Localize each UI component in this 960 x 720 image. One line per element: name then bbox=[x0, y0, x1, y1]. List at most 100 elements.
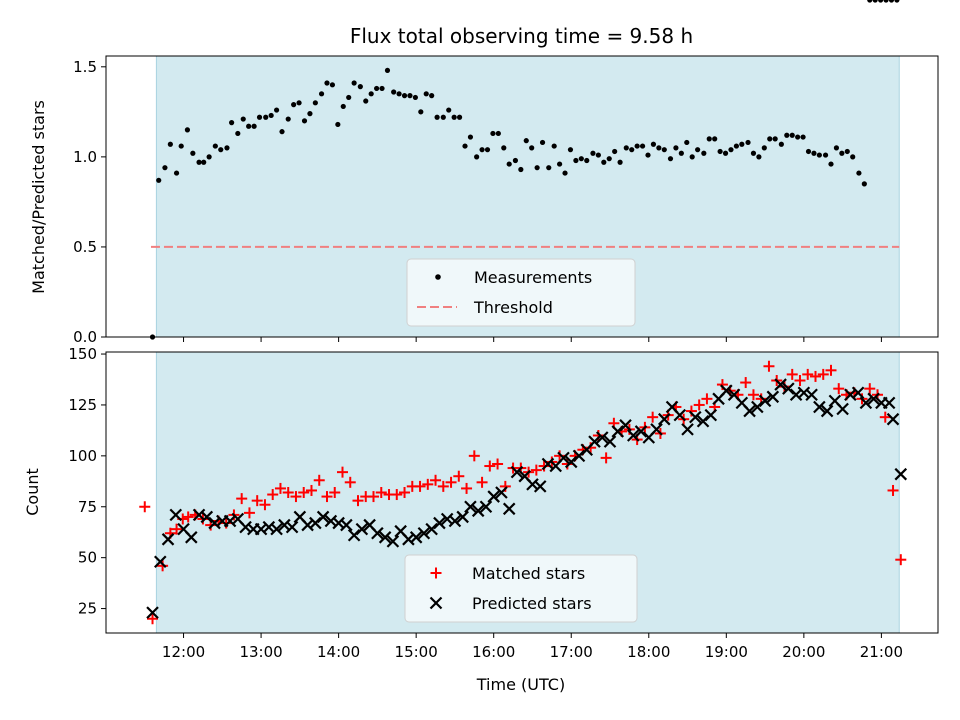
predicted-point bbox=[603, 435, 617, 448]
measurement-point bbox=[739, 141, 745, 147]
measurement-point bbox=[467, 134, 474, 140]
predicted-point bbox=[820, 404, 834, 418]
measurement-point bbox=[429, 93, 435, 99]
predicted-point bbox=[471, 504, 485, 518]
measurement-point bbox=[212, 143, 218, 149]
predicted-point bbox=[355, 522, 369, 536]
predicted-point bbox=[626, 429, 640, 442]
predicted-point bbox=[704, 408, 718, 422]
count-x-tick-label: 16:00 bbox=[472, 643, 515, 661]
predicted-point bbox=[192, 508, 206, 522]
measurement-point bbox=[689, 154, 695, 160]
ratio-legend: Measurements Threshold bbox=[406, 258, 636, 327]
measurement-point bbox=[268, 112, 274, 119]
measurement-point bbox=[861, 181, 867, 187]
matched-point bbox=[259, 499, 271, 511]
measurement-point bbox=[673, 145, 679, 151]
matched-point bbox=[786, 368, 798, 380]
count-panel: 25 50 75 100 125 150 12:00 13:00 14:00 15:00 16:0… bbox=[23, 345, 939, 694]
measurement-point bbox=[761, 145, 767, 151]
measurement-point bbox=[645, 152, 651, 158]
predicted-point bbox=[340, 518, 353, 532]
count-legend: Matched stars Predicted stars bbox=[404, 554, 638, 623]
measurement-point bbox=[256, 114, 263, 120]
measurement-point bbox=[440, 114, 446, 120]
count-axes-frame bbox=[105, 351, 939, 634]
measurement-point bbox=[678, 150, 684, 156]
matched-point bbox=[740, 377, 752, 389]
legend-x-glyph bbox=[429, 596, 443, 610]
measurement-point bbox=[391, 89, 397, 95]
measurement-point bbox=[446, 107, 452, 113]
predicted-point bbox=[316, 510, 330, 524]
measurement-point bbox=[539, 139, 546, 146]
predicted-point bbox=[526, 478, 539, 491]
measurement-point bbox=[695, 147, 701, 153]
matched-point bbox=[267, 489, 279, 501]
measurement-point bbox=[167, 141, 173, 147]
matched-point bbox=[313, 474, 325, 486]
predicted-point bbox=[533, 480, 547, 493]
predicted-point bbox=[262, 520, 276, 534]
measurement-point bbox=[562, 170, 568, 176]
measurement-point bbox=[750, 150, 757, 156]
matched-point bbox=[399, 487, 411, 498]
predicted-point bbox=[720, 384, 733, 397]
measurement-point bbox=[856, 170, 862, 176]
predicted-point bbox=[681, 423, 694, 436]
measurement-points bbox=[149, 0, 900, 340]
matched-point bbox=[298, 487, 310, 498]
matched-point bbox=[329, 487, 341, 498]
matched-point bbox=[437, 480, 449, 492]
measurement-point bbox=[451, 114, 457, 120]
matched-point bbox=[236, 493, 248, 505]
predicted-point bbox=[169, 508, 183, 522]
matched-point bbox=[368, 491, 380, 503]
predicted-point bbox=[650, 423, 663, 436]
measurement-point bbox=[162, 165, 168, 171]
measurement-point bbox=[456, 114, 463, 120]
predicted-point bbox=[564, 455, 578, 469]
measurement-point bbox=[772, 136, 778, 142]
matched-point bbox=[391, 489, 403, 501]
measurement-point bbox=[407, 93, 413, 99]
ratio-y-tick-label: 0.0 bbox=[73, 328, 97, 346]
predicted-point bbox=[751, 400, 764, 414]
predicted-point bbox=[402, 533, 415, 546]
measurement-point bbox=[368, 91, 374, 97]
matched-point bbox=[879, 411, 891, 423]
legend-measurements-label: Measurements bbox=[474, 268, 592, 287]
predicted-point bbox=[278, 518, 291, 532]
measurement-point bbox=[795, 134, 801, 140]
predicted-point bbox=[332, 516, 345, 530]
measurement-point bbox=[335, 121, 341, 128]
measurement-point bbox=[573, 157, 579, 164]
measurement-point bbox=[351, 80, 357, 86]
matched-point bbox=[274, 482, 286, 494]
matched-point bbox=[453, 470, 465, 482]
predicted-point bbox=[153, 555, 167, 569]
measurement-point bbox=[844, 148, 850, 155]
count-x-tick-label: 19:00 bbox=[705, 643, 748, 661]
measurement-point bbox=[251, 123, 257, 129]
predicted-point bbox=[886, 412, 900, 426]
predicted-point bbox=[572, 449, 586, 463]
measurement-point bbox=[235, 130, 241, 137]
count-x-tick-label: 14:00 bbox=[317, 643, 360, 661]
measurement-point bbox=[173, 170, 180, 176]
measurement-point bbox=[745, 139, 751, 146]
matched-point bbox=[701, 393, 713, 405]
measurement-point bbox=[822, 152, 829, 158]
count-y-tick-label: 100 bbox=[68, 447, 97, 465]
predicted-point bbox=[487, 490, 500, 503]
measurement-point bbox=[684, 139, 690, 146]
predicted-point bbox=[378, 531, 392, 544]
measurement-point bbox=[374, 85, 380, 92]
matched-point bbox=[243, 507, 255, 519]
measurement-point bbox=[728, 147, 734, 153]
measurement-point bbox=[178, 143, 184, 149]
measurement-point bbox=[307, 111, 313, 117]
count-x-tick-label: 21:00 bbox=[860, 643, 903, 661]
measurement-point bbox=[789, 132, 795, 138]
